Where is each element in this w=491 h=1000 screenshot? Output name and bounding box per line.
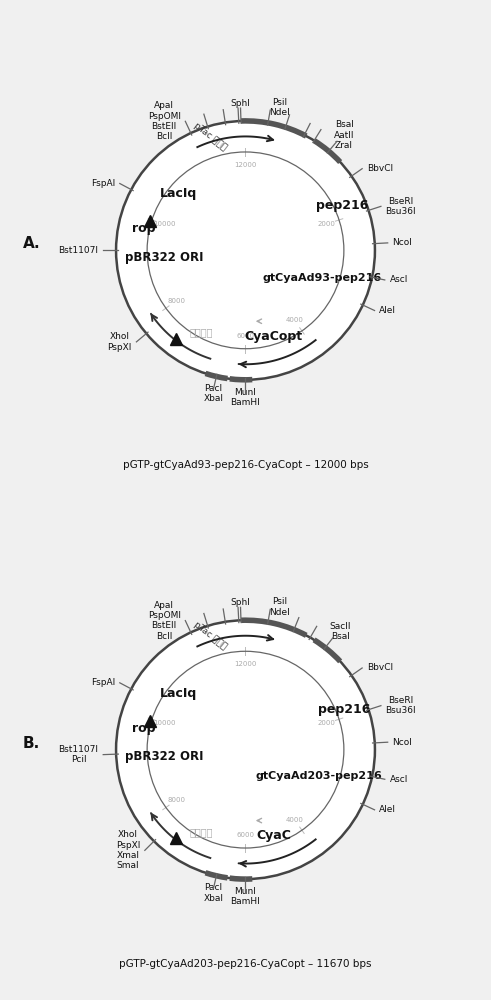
Text: 8000: 8000 — [167, 797, 186, 803]
Text: CyaC: CyaC — [256, 829, 291, 842]
Text: AscI: AscI — [389, 275, 408, 284]
Text: 4000: 4000 — [286, 317, 303, 323]
Text: LacIq: LacIq — [160, 187, 197, 200]
Text: LacIq: LacIq — [160, 687, 197, 700]
Text: 10000: 10000 — [153, 221, 175, 227]
Text: ApaI
PspOMI
BstEII
BclI: ApaI PspOMI BstEII BclI — [148, 101, 181, 141]
Text: Bst1107I: Bst1107I — [58, 246, 99, 255]
Text: B.: B. — [23, 736, 40, 751]
Text: Bst1107I
PciI: Bst1107I PciI — [58, 745, 99, 764]
Text: PsiI
NdeI: PsiI NdeI — [270, 98, 290, 117]
Text: 2000: 2000 — [318, 720, 336, 726]
Text: PsiI
NdeI: PsiI NdeI — [270, 597, 290, 617]
Text: 6000: 6000 — [237, 333, 254, 339]
Text: pTac 启动子: pTac 启动子 — [192, 121, 229, 152]
Text: 4000: 4000 — [286, 817, 303, 823]
Text: BsaI
AatII
ZraI: BsaI AatII ZraI — [334, 120, 355, 150]
Text: MunI
BamHI: MunI BamHI — [231, 388, 260, 407]
Text: FspAI: FspAI — [91, 179, 115, 188]
Text: 6000: 6000 — [237, 832, 254, 838]
Circle shape — [116, 620, 375, 879]
Text: BbvCI: BbvCI — [367, 164, 393, 173]
Text: rop: rop — [133, 722, 156, 735]
Text: 8000: 8000 — [167, 298, 186, 304]
Text: 卡那霉素: 卡那霉素 — [190, 328, 214, 338]
Text: pep216: pep216 — [318, 703, 370, 716]
Text: PacI
XbaI: PacI XbaI — [203, 384, 223, 403]
Text: ApaI
PspOMI
BstEII
BclI: ApaI PspOMI BstEII BclI — [148, 601, 181, 641]
Text: pBR322 ORI: pBR322 ORI — [125, 251, 203, 264]
Text: pGTP-gtCyaAd203-pep216-CyaCopt – 11670 bps: pGTP-gtCyaAd203-pep216-CyaCopt – 11670 b… — [119, 959, 372, 969]
Text: pep216: pep216 — [316, 199, 368, 212]
Text: SphI: SphI — [231, 598, 250, 607]
Text: 卡那霉素: 卡那霉素 — [190, 827, 214, 837]
Text: 2000: 2000 — [318, 221, 336, 227]
Text: XhoI
PspXI: XhoI PspXI — [108, 332, 132, 352]
Text: BseRI
Bsu36I: BseRI Bsu36I — [385, 197, 416, 216]
Text: 12000: 12000 — [234, 162, 257, 168]
Text: NcoI: NcoI — [392, 738, 412, 747]
Text: gtCyaAd203-pep216: gtCyaAd203-pep216 — [255, 771, 382, 781]
Text: PacI
XbaI: PacI XbaI — [203, 883, 223, 903]
Text: FspAI: FspAI — [91, 678, 115, 687]
Text: pGTP-gtCyaAd93-pep216-CyaCopt – 12000 bps: pGTP-gtCyaAd93-pep216-CyaCopt – 12000 bp… — [123, 460, 368, 470]
Text: BbvCI: BbvCI — [367, 663, 393, 672]
Circle shape — [116, 121, 375, 380]
Text: AleI: AleI — [379, 306, 396, 315]
Text: 12000: 12000 — [234, 661, 257, 667]
Text: pBR322 ORI: pBR322 ORI — [125, 750, 203, 763]
Text: 10000: 10000 — [153, 720, 175, 726]
Text: BseRI
Bsu36I: BseRI Bsu36I — [385, 696, 416, 715]
Text: gtCyaAd93-pep216: gtCyaAd93-pep216 — [263, 273, 382, 283]
Text: SphI: SphI — [231, 99, 250, 108]
Text: pTac 启动子: pTac 启动子 — [192, 620, 229, 651]
Text: AscI: AscI — [389, 775, 408, 784]
Text: XhoI
PspXI
XmaI
SmaI: XhoI PspXI XmaI SmaI — [116, 830, 140, 870]
Text: CyaCopt: CyaCopt — [245, 330, 302, 343]
Text: rop: rop — [133, 222, 156, 235]
Text: AleI: AleI — [379, 805, 396, 814]
Text: SacII
BsaI: SacII BsaI — [330, 622, 351, 641]
Text: NcoI: NcoI — [392, 238, 412, 247]
Text: MunI
BamHI: MunI BamHI — [231, 887, 260, 906]
Text: A.: A. — [23, 236, 40, 251]
